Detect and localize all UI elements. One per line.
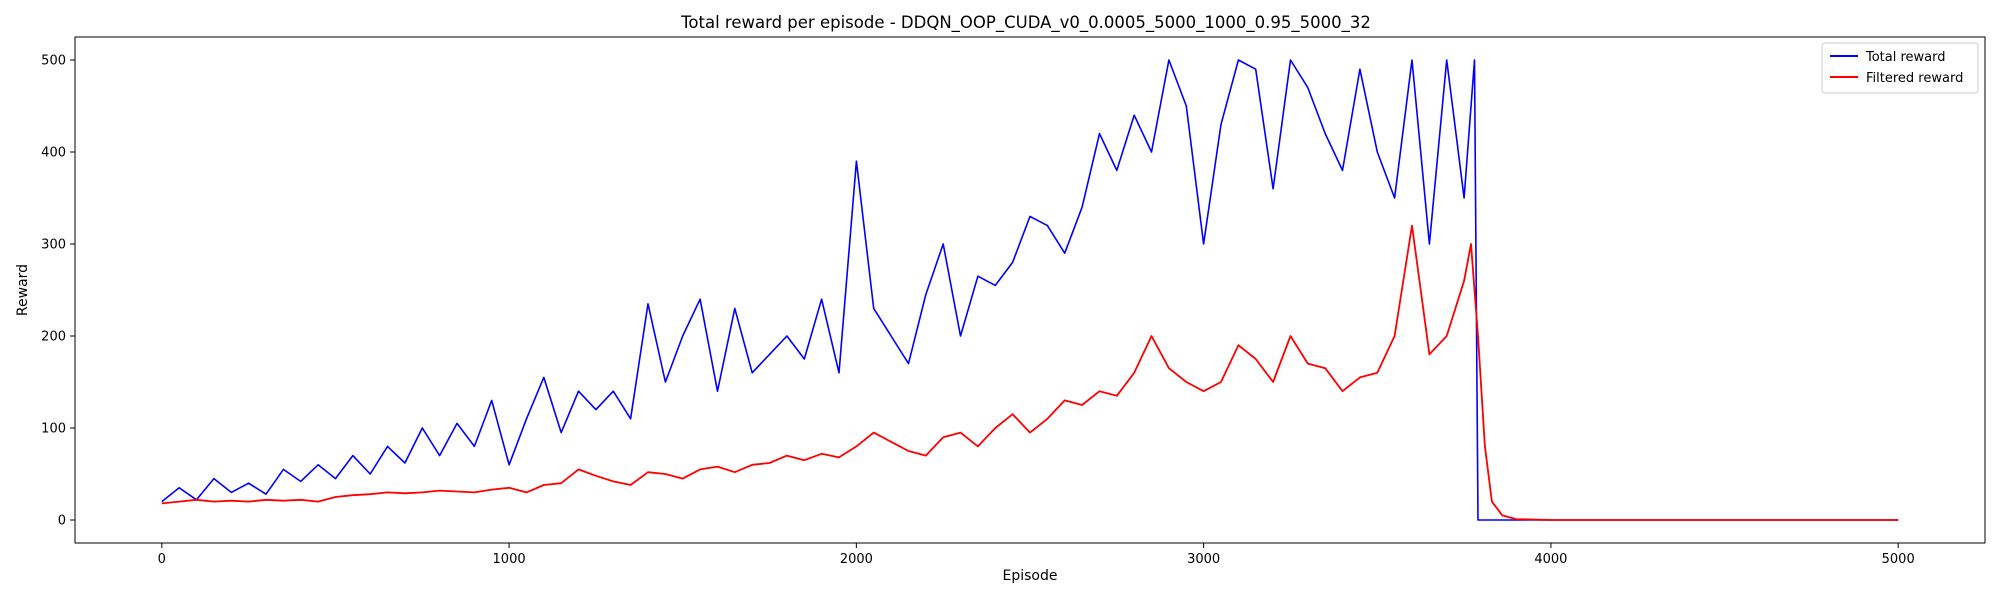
x-tick-label: 1000 xyxy=(493,552,526,567)
legend: Total reward Filtered reward xyxy=(1821,42,1979,94)
chart-title: Total reward per episode - DDQN_OOP_CUDA… xyxy=(680,13,1371,33)
legend-label-filtered: Filtered reward xyxy=(1866,71,1963,86)
x-axis-title: Episode xyxy=(1003,568,1058,584)
y-tick-label: 400 xyxy=(41,146,66,161)
x-tick-label: 4000 xyxy=(1534,552,1567,567)
legend-label-total: Total reward xyxy=(1865,50,1946,65)
y-axis-title: Reward xyxy=(15,264,31,316)
x-axis: 0 1000 2000 3000 4000 5000 xyxy=(158,543,1915,567)
y-tick-label: 300 xyxy=(41,238,66,253)
legend-box xyxy=(1821,42,1979,94)
x-tick-label: 5000 xyxy=(1882,552,1915,567)
y-tick-label: 200 xyxy=(41,330,66,345)
y-tick-label: 100 xyxy=(41,422,66,437)
axes-frame xyxy=(74,36,1986,544)
series-line-total-reward xyxy=(161,59,1899,521)
x-tick-label: 0 xyxy=(158,552,166,567)
plot-area xyxy=(161,59,1899,521)
x-tick-label: 3000 xyxy=(1187,552,1220,567)
y-axis: 0 100 200 300 400 500 xyxy=(41,54,75,529)
x-tick-label: 2000 xyxy=(840,552,873,567)
y-tick-label: 0 xyxy=(58,514,66,529)
y-tick-label: 500 xyxy=(41,54,66,69)
series-line-filtered-reward xyxy=(161,224,1899,521)
